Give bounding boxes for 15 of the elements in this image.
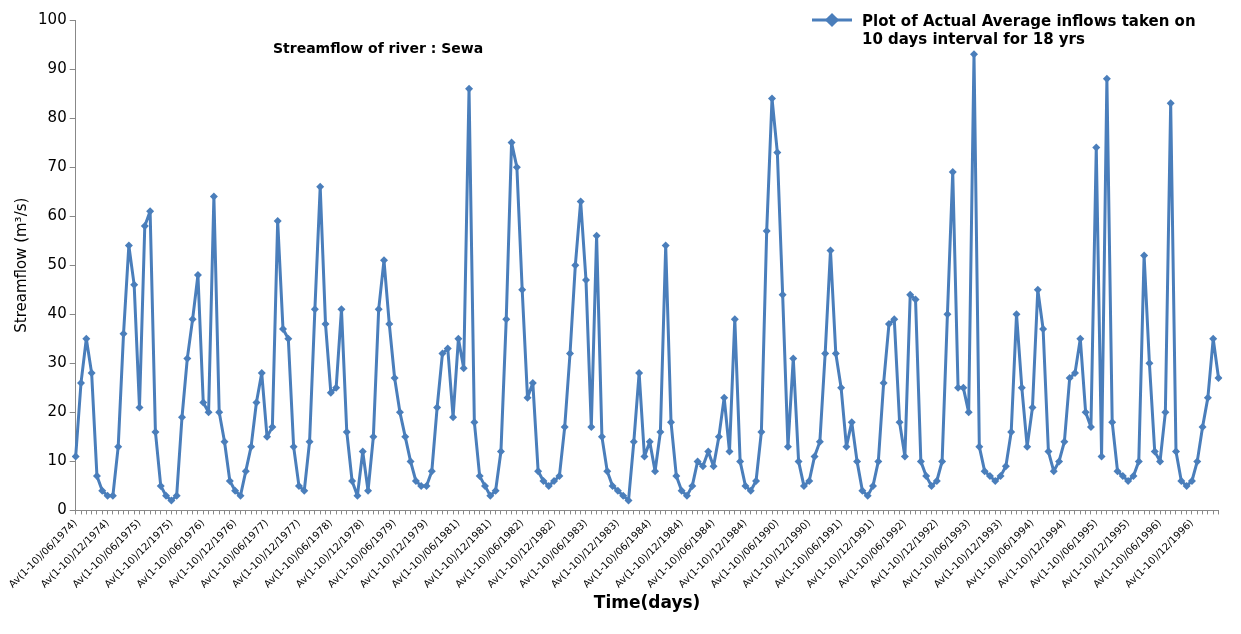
y-tick-label: 30: [47, 353, 67, 372]
y-tick-label: 40: [47, 304, 67, 323]
y-tick-label: 100: [38, 9, 67, 28]
x-axis-title: Time(days): [593, 592, 701, 613]
y-axis-title: Streamflow (m³/s): [11, 197, 30, 333]
y-tick-label: 90: [47, 58, 67, 77]
legend-label: Plot of Actual Average inflows taken on 10 days interval for 18 yrs: [862, 12, 1197, 48]
y-tick-label: 10: [47, 451, 67, 470]
y-tick-label: 20: [47, 402, 67, 421]
y-tick-label: 50: [47, 255, 67, 274]
y-tick-label: 70: [47, 157, 67, 176]
text: Streamflow of river : Sewa: [273, 40, 484, 56]
y-tick-label: 0: [57, 500, 67, 519]
y-tick-label: 80: [47, 107, 67, 126]
y-tick-label: 60: [47, 206, 67, 225]
